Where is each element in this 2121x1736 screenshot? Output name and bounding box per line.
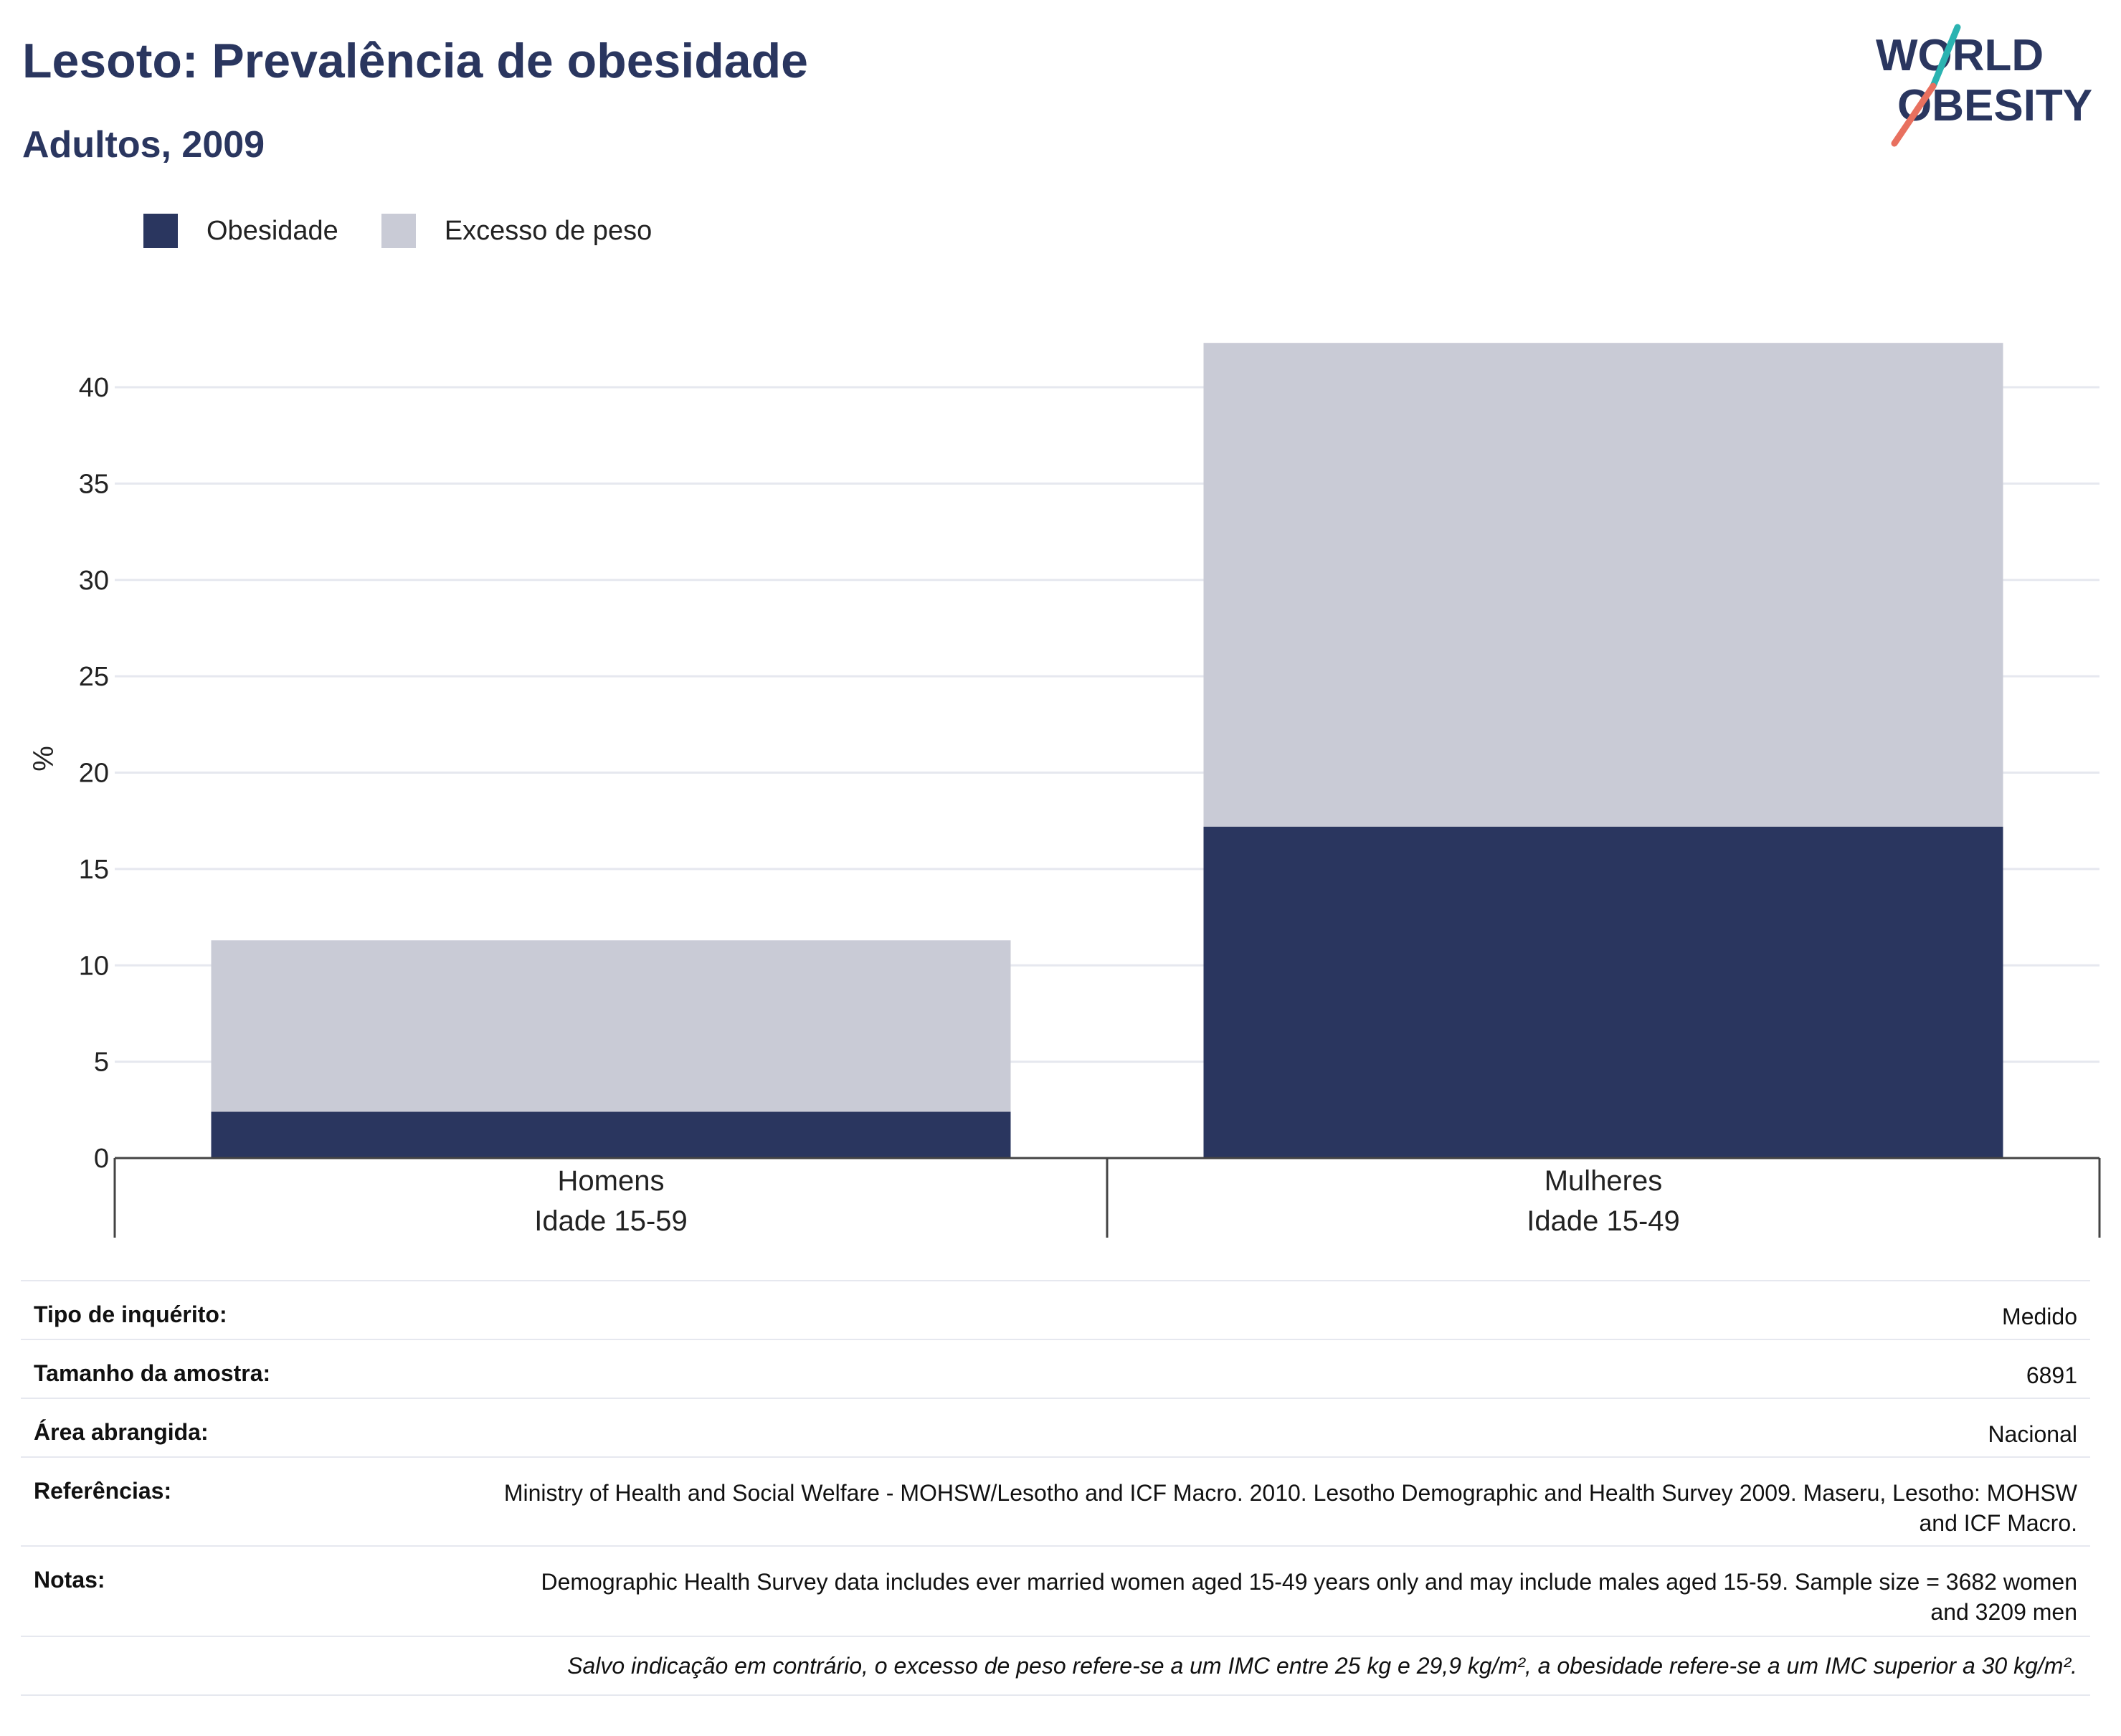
y-tick-label: 15 bbox=[79, 855, 109, 885]
info-value: 6891 bbox=[2026, 1362, 2077, 1388]
survey-info-table: Tipo de inquérito: Medido Tamanho da amo… bbox=[21, 1280, 2090, 1696]
stacked-bar-chart: 0 5 10 15 20 25 30 35 40% Homens Idade 15-59 Mulher… bbox=[28, 343, 2101, 1238]
y-tick-label: 30 bbox=[79, 566, 109, 596]
y-tick-label: 25 bbox=[79, 662, 109, 692]
logo-line1: WORLD bbox=[1876, 31, 2044, 80]
world-obesity-logo: WORLD OBESITY bbox=[1876, 24, 2092, 147]
y-tick-label: 35 bbox=[79, 469, 109, 499]
legend-label-obesity: Obesidade bbox=[207, 215, 338, 246]
info-value: Medido bbox=[2002, 1304, 2077, 1329]
legend-item-obesity[interactable]: Obesidade bbox=[143, 214, 338, 248]
x-category-sublabel: Idade 15-49 bbox=[1527, 1205, 1680, 1237]
info-value: Nacional bbox=[1988, 1421, 2077, 1447]
info-value: Demographic Health Survey data includes … bbox=[541, 1569, 2077, 1625]
y-tick-label: 5 bbox=[94, 1048, 109, 1078]
bmi-footnote: Salvo indicação em contrário, o excesso … bbox=[21, 1636, 2090, 1696]
info-value: Ministry of Health and Social Welfare - … bbox=[503, 1480, 2077, 1536]
y-tick-label: 10 bbox=[79, 951, 109, 981]
y-tick-label: 20 bbox=[79, 759, 109, 789]
info-label: Área abrangida: bbox=[34, 1419, 209, 1445]
info-label: Tamanho da amostra: bbox=[34, 1360, 271, 1386]
bar-obesity bbox=[1203, 826, 2003, 1158]
chart-legend: Obesidade Excesso de peso bbox=[143, 214, 695, 248]
x-category-label: Mulheres bbox=[1545, 1165, 1663, 1197]
info-row-sample-size: Tamanho da amostra: 6891 bbox=[21, 1339, 2090, 1398]
chart-subtitle: Adultos, 2009 bbox=[22, 124, 265, 166]
info-row-references: Referências: Ministry of Health and Soci… bbox=[21, 1456, 2090, 1545]
info-row-area: Área abrangida: Nacional bbox=[21, 1398, 2090, 1456]
y-tick-label: 0 bbox=[94, 1144, 109, 1174]
info-label: Referências: bbox=[34, 1478, 172, 1504]
legend-item-overweight[interactable]: Excesso de peso bbox=[381, 214, 652, 248]
info-row-notes: Notas: Demographic Health Survey data in… bbox=[21, 1545, 2090, 1636]
legend-swatch-overweight bbox=[381, 214, 416, 248]
x-category-sublabel: Idade 15-59 bbox=[534, 1205, 688, 1237]
legend-swatch-obesity bbox=[143, 214, 178, 248]
x-category-label: Homens bbox=[558, 1165, 665, 1197]
info-row-survey-type: Tipo de inquérito: Medido bbox=[21, 1280, 2090, 1339]
bar-overweight bbox=[1203, 343, 2003, 827]
y-tick-label: 40 bbox=[79, 373, 109, 403]
info-label: Tipo de inquérito: bbox=[34, 1301, 227, 1327]
chart-title: Lesoto: Prevalência de obesidade bbox=[22, 34, 808, 88]
y-axis-label: % bbox=[28, 746, 60, 772]
bar-obesity bbox=[211, 1111, 1011, 1158]
info-label: Notas: bbox=[34, 1567, 105, 1593]
bar-overweight bbox=[211, 940, 1011, 1112]
legend-label-overweight: Excesso de peso bbox=[444, 215, 653, 246]
